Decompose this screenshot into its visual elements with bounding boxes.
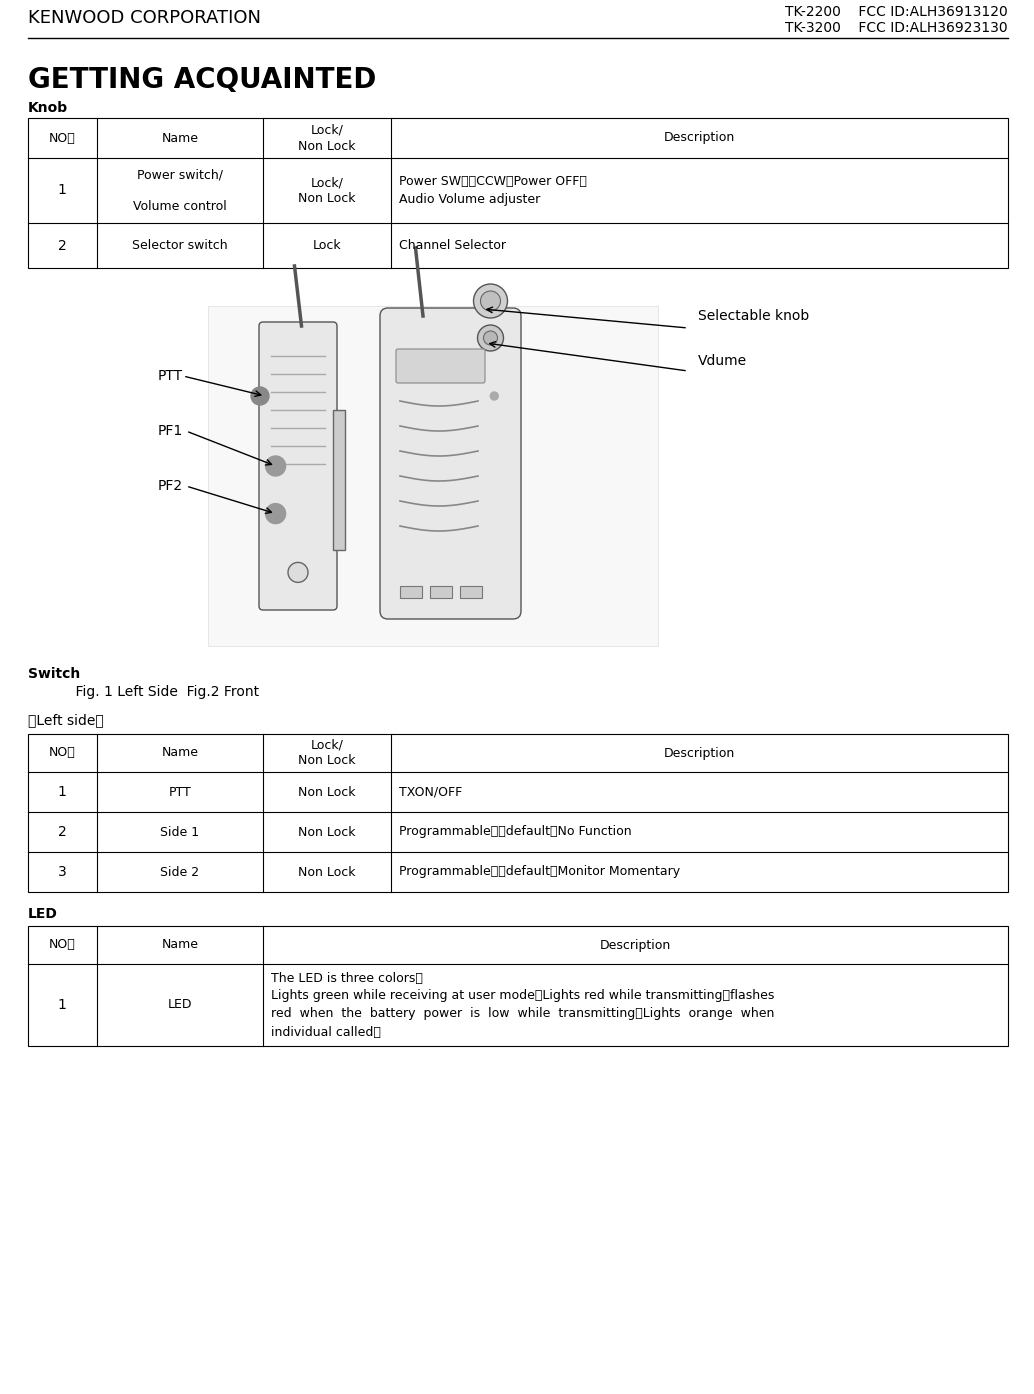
Text: Lock/
Non Lock: Lock/ Non Lock bbox=[298, 124, 356, 152]
Text: PTT: PTT bbox=[158, 369, 183, 383]
Bar bbox=[28, 118, 1008, 268]
Text: TXON/OFF: TXON/OFF bbox=[398, 785, 462, 799]
Circle shape bbox=[474, 284, 508, 318]
Text: 2: 2 bbox=[58, 238, 66, 252]
Bar bbox=[460, 585, 482, 598]
Circle shape bbox=[484, 330, 497, 344]
Bar bbox=[333, 410, 345, 551]
Text: Lock/
Non Lock: Lock/ Non Lock bbox=[298, 176, 356, 205]
Text: Non Lock: Non Lock bbox=[298, 825, 356, 839]
Text: Non Lock: Non Lock bbox=[298, 866, 356, 878]
Text: Switch: Switch bbox=[28, 666, 81, 682]
Circle shape bbox=[288, 562, 308, 583]
Text: ＜Left side＞: ＜Left side＞ bbox=[28, 712, 103, 728]
FancyBboxPatch shape bbox=[396, 348, 485, 383]
Bar bbox=[400, 585, 422, 598]
Text: NO．: NO． bbox=[49, 938, 75, 952]
Text: NO．: NO． bbox=[49, 131, 75, 145]
Text: Selectable knob: Selectable knob bbox=[698, 309, 810, 323]
Text: Name: Name bbox=[161, 938, 199, 952]
Text: PTT: PTT bbox=[169, 785, 191, 799]
Text: TK-3200    FCC ID:ALH36923130: TK-3200 FCC ID:ALH36923130 bbox=[786, 21, 1008, 35]
Bar bbox=[28, 735, 1008, 892]
Text: GETTING ACQUAINTED: GETTING ACQUAINTED bbox=[28, 66, 376, 93]
Text: PF1: PF1 bbox=[158, 424, 183, 438]
Circle shape bbox=[266, 456, 285, 475]
Text: Power SW　（CCW：Power OFF）
Audio Volume adjuster: Power SW （CCW：Power OFF） Audio Volume ad… bbox=[398, 176, 586, 206]
Circle shape bbox=[481, 291, 500, 311]
Circle shape bbox=[490, 392, 498, 400]
Text: Knob: Knob bbox=[28, 100, 68, 114]
Text: Channel Selector: Channel Selector bbox=[398, 238, 506, 252]
Text: NO．: NO． bbox=[49, 747, 75, 760]
Text: Vdume: Vdume bbox=[698, 354, 748, 368]
Text: Lock/
Non Lock: Lock/ Non Lock bbox=[298, 739, 356, 768]
Text: Name: Name bbox=[161, 131, 199, 145]
Bar bbox=[208, 307, 658, 645]
Text: LED: LED bbox=[28, 907, 58, 921]
Circle shape bbox=[478, 325, 504, 351]
Circle shape bbox=[266, 503, 285, 524]
Text: Side 2: Side 2 bbox=[160, 866, 200, 878]
Text: KENWOOD CORPORATION: KENWOOD CORPORATION bbox=[28, 8, 261, 26]
Text: Description: Description bbox=[600, 938, 671, 952]
Text: Non Lock: Non Lock bbox=[298, 785, 356, 799]
Bar bbox=[28, 926, 1008, 1046]
Text: Description: Description bbox=[664, 747, 735, 760]
Text: Fig. 1 Left Side  Fig.2 Front: Fig. 1 Left Side Fig.2 Front bbox=[58, 684, 260, 698]
Text: PF2: PF2 bbox=[158, 480, 183, 493]
Text: LED: LED bbox=[168, 998, 192, 1012]
Text: Programmable　　default：Monitor Momentary: Programmable default：Monitor Momentary bbox=[398, 866, 679, 878]
Text: The LED is three colors．
Lights green while receiving at user mode．Lights red wh: The LED is three colors． Lights green wh… bbox=[271, 972, 774, 1039]
Text: Selector switch: Selector switch bbox=[132, 238, 227, 252]
Text: 1: 1 bbox=[58, 998, 67, 1012]
FancyBboxPatch shape bbox=[258, 322, 337, 611]
Text: Side 1: Side 1 bbox=[160, 825, 200, 839]
Bar bbox=[430, 585, 452, 598]
Text: 1: 1 bbox=[58, 785, 67, 799]
Text: 2: 2 bbox=[58, 825, 66, 839]
Text: Programmable　　default：No Function: Programmable default：No Function bbox=[398, 825, 631, 839]
FancyBboxPatch shape bbox=[381, 308, 521, 619]
Text: TK-2200    FCC ID:ALH36913120: TK-2200 FCC ID:ALH36913120 bbox=[785, 6, 1008, 20]
Circle shape bbox=[251, 388, 269, 406]
Text: Description: Description bbox=[664, 131, 735, 145]
Text: Power switch/
 
Volume control: Power switch/ Volume control bbox=[133, 169, 226, 213]
Text: 1: 1 bbox=[58, 184, 67, 198]
Text: Name: Name bbox=[161, 747, 199, 760]
Text: 3: 3 bbox=[58, 866, 66, 880]
Text: Lock: Lock bbox=[312, 238, 341, 252]
